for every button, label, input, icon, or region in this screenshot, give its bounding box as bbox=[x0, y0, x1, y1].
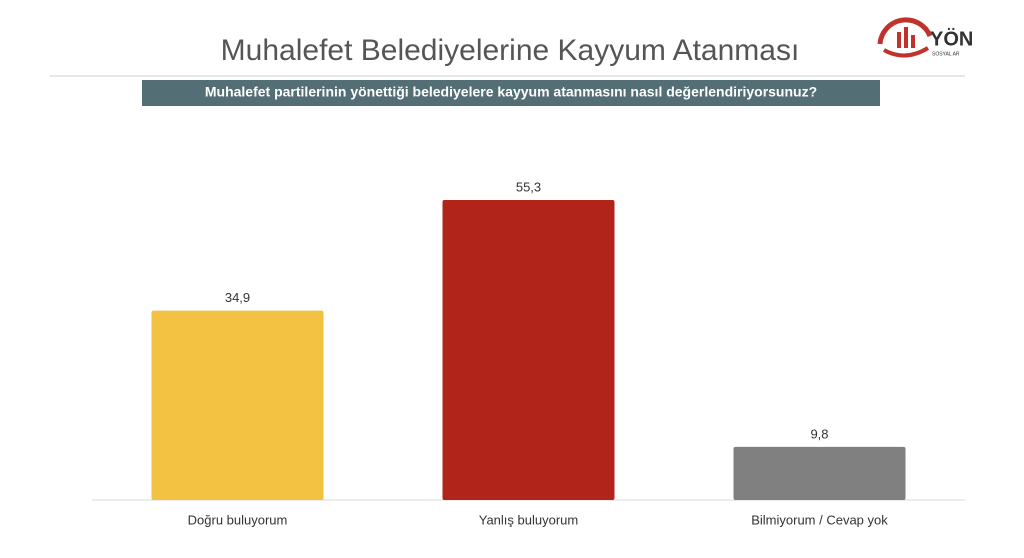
subtitle-banner bbox=[142, 80, 880, 106]
value-label: 55,3 bbox=[516, 179, 541, 194]
bar bbox=[151, 310, 324, 500]
logo-bar bbox=[911, 35, 915, 48]
logo-subtext: SOSYAL AR bbox=[932, 51, 960, 57]
value-label: 34,9 bbox=[225, 290, 250, 305]
logo-bar bbox=[904, 27, 908, 48]
bar bbox=[733, 446, 906, 500]
logo-hand bbox=[883, 46, 930, 58]
chart-subtitle: Muhalefet partilerinin yönettiği belediy… bbox=[205, 84, 817, 100]
logo-text: YÖN bbox=[930, 27, 973, 50]
chart-title: Muhalefet Belediyelerine Kayyum Atanması bbox=[221, 34, 800, 67]
value-label: 9,8 bbox=[810, 426, 828, 441]
logo: YÖN SOSYAL AR bbox=[877, 17, 973, 58]
x-tick-label: Bilmiyorum / Cevap yok bbox=[751, 512, 888, 527]
bar bbox=[442, 200, 615, 500]
logo-arc bbox=[877, 17, 933, 45]
logo-bar bbox=[897, 32, 901, 48]
x-tick-label: Yanlış buluyorum bbox=[479, 512, 578, 527]
x-tick-label: Doğru buluyorum bbox=[188, 512, 288, 527]
